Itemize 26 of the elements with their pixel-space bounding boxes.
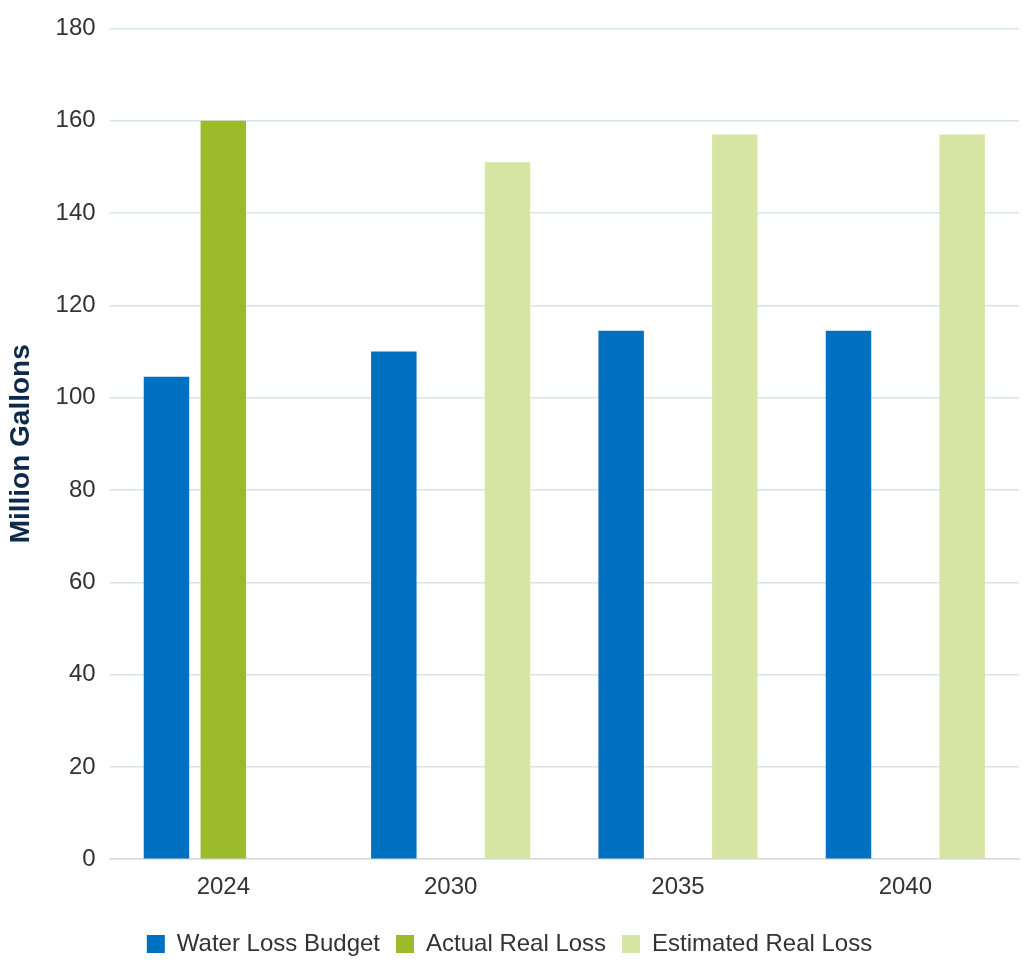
x-tick-label: 2030 (423, 872, 478, 900)
y-tick-label: 60 (68, 566, 96, 594)
y-tick-label: 140 (55, 197, 96, 225)
bar (825, 330, 872, 859)
bar (143, 376, 190, 859)
bar (712, 134, 758, 859)
y-tick-label: 100 (55, 382, 96, 410)
y-axis-title: Million Gallons (3, 344, 35, 544)
x-tick-label: 2024 (196, 872, 251, 900)
y-tick-label: 0 (82, 843, 96, 871)
legend-label: Actual Real Loss (426, 928, 607, 956)
y-tick-label: 160 (55, 105, 96, 133)
bar (200, 120, 247, 859)
bar (371, 351, 417, 859)
bar (598, 330, 644, 859)
y-tick-label: 40 (68, 659, 96, 687)
legend-label: Water Loss Budget (176, 928, 381, 956)
legend-label: Estimated Real Loss (652, 928, 873, 956)
y-tick-label: 120 (55, 289, 96, 317)
x-tick-label: 2035 (651, 872, 705, 900)
y-tick-label: 20 (68, 751, 96, 779)
bar (484, 162, 531, 859)
x-tick-label: 2040 (878, 872, 933, 900)
bar (939, 134, 985, 859)
y-tick-label: 80 (68, 474, 96, 502)
y-tick-label: 180 (55, 13, 96, 41)
